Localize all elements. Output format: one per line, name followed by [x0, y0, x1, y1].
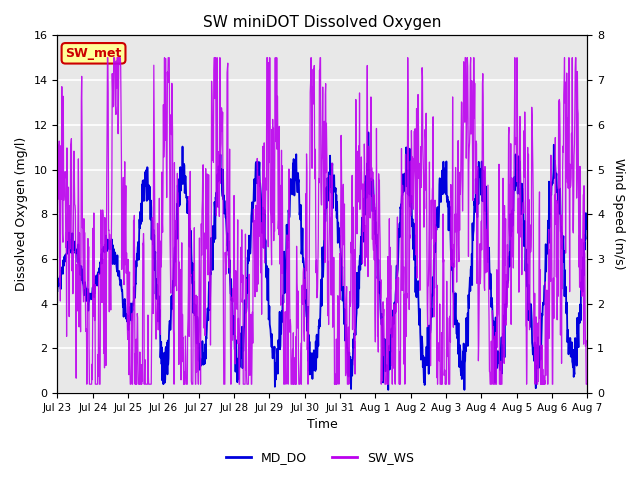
Text: SW_met: SW_met [65, 47, 122, 60]
Title: SW miniDOT Dissolved Oxygen: SW miniDOT Dissolved Oxygen [203, 15, 442, 30]
Legend: MD_DO, SW_WS: MD_DO, SW_WS [221, 446, 419, 469]
X-axis label: Time: Time [307, 419, 338, 432]
Y-axis label: Wind Speed (m/s): Wind Speed (m/s) [612, 158, 625, 270]
Y-axis label: Dissolved Oxygen (mg/l): Dissolved Oxygen (mg/l) [15, 137, 28, 291]
